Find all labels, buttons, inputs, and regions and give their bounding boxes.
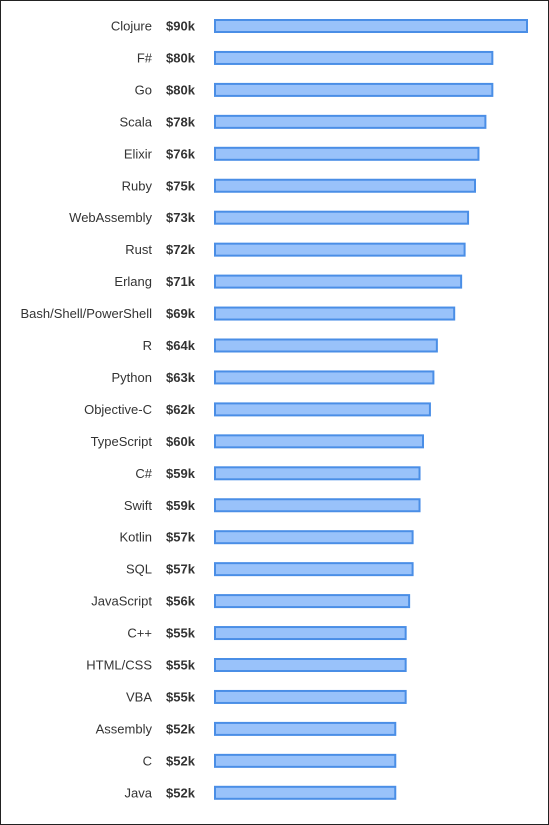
bar xyxy=(214,753,397,768)
category-label: Java xyxy=(125,785,153,800)
category-label: Objective-C xyxy=(84,402,152,417)
value-label: $52k xyxy=(166,721,196,736)
bar xyxy=(214,50,494,65)
bar xyxy=(214,402,431,417)
category-label: Erlang xyxy=(114,274,152,289)
bar xyxy=(214,274,463,289)
category-label: Kotlin xyxy=(119,530,152,545)
value-label: $52k xyxy=(166,753,196,768)
value-label: $80k xyxy=(166,82,196,97)
category-label: Bash/Shell/PowerShell xyxy=(20,306,152,321)
category-label: Swift xyxy=(124,498,153,513)
category-label: Ruby xyxy=(122,178,153,193)
category-label: Scala xyxy=(119,114,152,129)
category-label: C# xyxy=(135,466,152,481)
bar xyxy=(214,434,424,449)
bar xyxy=(214,785,397,800)
value-label: $57k xyxy=(166,562,196,577)
value-label: $55k xyxy=(166,658,196,673)
value-label: $69k xyxy=(166,306,196,321)
bar xyxy=(214,626,407,641)
value-label: $60k xyxy=(166,434,196,449)
value-label: $64k xyxy=(166,338,196,353)
bar xyxy=(214,242,466,257)
value-label: $62k xyxy=(166,402,196,417)
bar xyxy=(214,178,476,193)
bar xyxy=(214,562,414,577)
value-label: $75k xyxy=(166,178,196,193)
value-label: $55k xyxy=(166,626,196,641)
bar xyxy=(214,721,397,736)
bar xyxy=(214,530,414,545)
bar xyxy=(214,466,421,481)
bar xyxy=(214,498,421,513)
value-label: $90k xyxy=(166,19,196,34)
value-label: $59k xyxy=(166,498,196,513)
value-label: $73k xyxy=(166,210,196,225)
value-label: $59k xyxy=(166,466,196,481)
category-label: C xyxy=(143,753,152,768)
value-label: $56k xyxy=(166,594,196,609)
category-label: R xyxy=(143,338,152,353)
category-label: Elixir xyxy=(124,146,153,161)
category-label: HTML/CSS xyxy=(86,658,152,673)
category-label: JavaScript xyxy=(91,594,152,609)
bar xyxy=(214,594,411,609)
bar xyxy=(214,210,470,225)
bar xyxy=(214,19,528,33)
bar xyxy=(214,658,407,672)
bar xyxy=(214,82,494,97)
bar xyxy=(214,146,480,161)
category-label: Clojure xyxy=(111,19,152,34)
bar xyxy=(214,114,487,129)
value-label: $57k xyxy=(166,530,196,545)
value-label: $78k xyxy=(166,114,196,129)
category-label: Python xyxy=(112,370,152,385)
category-label: C++ xyxy=(127,626,152,641)
value-label: $55k xyxy=(166,689,196,704)
value-label: $76k xyxy=(166,146,196,161)
value-label: $71k xyxy=(166,274,196,289)
category-label: VBA xyxy=(126,689,152,704)
bar xyxy=(214,370,435,385)
bar xyxy=(214,306,456,321)
category-label: SQL xyxy=(126,562,152,577)
category-label: WebAssembly xyxy=(69,210,152,225)
bar xyxy=(214,689,407,704)
value-label: $63k xyxy=(166,370,196,385)
category-label: F# xyxy=(137,50,153,65)
value-label: $80k xyxy=(166,50,196,65)
category-label: TypeScript xyxy=(91,434,153,449)
value-label: $52k xyxy=(166,785,196,800)
category-label: Assembly xyxy=(96,721,153,736)
value-label: $72k xyxy=(166,242,196,257)
bar xyxy=(214,338,438,353)
category-label: Go xyxy=(135,82,152,97)
category-label: Rust xyxy=(125,242,152,257)
